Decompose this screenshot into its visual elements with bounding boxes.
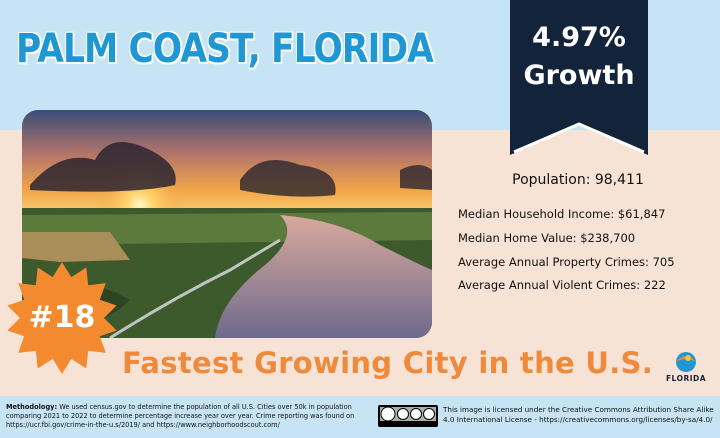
title: PALM COAST, FLORIDA xyxy=(16,26,434,72)
florida-logo xyxy=(676,352,696,372)
stat: Average Annual Violent Crimes: 222 xyxy=(458,278,666,292)
growth-label: Growth xyxy=(523,60,635,91)
stat: Average Annual Property Crimes: 705 xyxy=(458,255,675,269)
footer-band xyxy=(0,396,720,438)
logo-text: FLORIDA xyxy=(665,374,707,383)
badge-starburst xyxy=(7,262,117,374)
banner xyxy=(510,0,648,155)
methodology-label: Methodology: xyxy=(6,403,58,411)
methodology-text: We used census.gov to determine the popu… xyxy=(6,403,355,429)
banner-chevron xyxy=(513,122,645,154)
license: This image is licensed under the Creativ… xyxy=(443,405,714,424)
growth-value: 4.97% xyxy=(532,22,626,53)
cc-badge xyxy=(378,405,438,427)
stat: Median Household Income: $61,847 xyxy=(458,207,666,221)
tagline: Fastest Growing City in the U.S. xyxy=(122,346,654,380)
rank-badge: #18 xyxy=(28,300,96,335)
stat: Median Home Value: $238,700 xyxy=(458,231,636,245)
population: Population: 98,411 xyxy=(512,172,644,188)
methodology: Methodology: We used census.gov to deter… xyxy=(6,403,368,430)
